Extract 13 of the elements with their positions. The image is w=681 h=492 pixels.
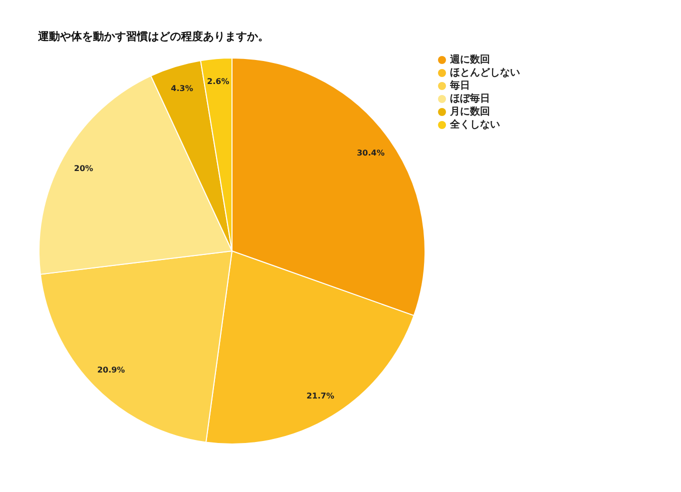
- chart-title: 運動や体を動かす習慣はどの程度ありますか。: [37, 30, 269, 43]
- data-label: 2.6%: [207, 77, 230, 86]
- legend-label: 週に数回: [449, 54, 490, 66]
- data-label: 30.4%: [356, 148, 385, 158]
- data-label: 20%: [74, 164, 94, 173]
- data-label: 20.9%: [97, 366, 125, 375]
- data-label: 4.3%: [170, 84, 194, 94]
- data-label: 21.7%: [306, 392, 334, 401]
- legend-label: ほぼ毎日: [450, 92, 490, 104]
- legend-label: ほとんどしない: [450, 68, 520, 78]
- legend-label: 全くしない: [449, 118, 500, 130]
- legend-label: 月に数回: [449, 106, 490, 118]
- legend-label: 毎日: [449, 80, 470, 92]
